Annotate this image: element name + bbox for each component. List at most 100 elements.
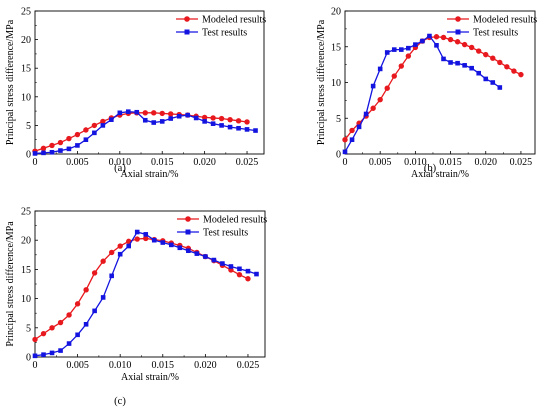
test-point: [176, 113, 182, 119]
test-point: [236, 125, 241, 131]
test-point: [497, 85, 503, 90]
modeled-point: [461, 41, 468, 48]
modeled-point: [74, 131, 81, 138]
test-point: [490, 80, 496, 85]
modeled-point: [227, 116, 233, 123]
test-point: [100, 295, 106, 300]
test-series-line: [34, 231, 257, 357]
test-point: [125, 109, 131, 114]
test-point: [427, 33, 432, 39]
y-tick-label: 5: [26, 323, 31, 334]
chart-panel-b: 0 0.005 0.010 0.015 0.020 0.025 0 5 10 15 20 Axial …: [316, 7, 537, 181]
test-point: [117, 110, 123, 116]
test-point: [83, 137, 89, 142]
modeled-point: [49, 325, 55, 331]
test-point: [483, 76, 489, 82]
test-point: [244, 127, 250, 132]
modeled-point: [168, 111, 174, 117]
x-tick-label: 0.025: [510, 157, 533, 168]
test-point: [370, 83, 376, 89]
test-point: [202, 119, 207, 124]
test-point: [349, 137, 355, 142]
test-point: [75, 143, 80, 148]
x-tick-label: 0.010: [404, 157, 427, 168]
modeled-point: [433, 34, 440, 40]
test-point: [151, 120, 157, 125]
x-tick-label: 0: [33, 157, 38, 168]
y-tick-label: 10: [21, 92, 31, 103]
test-point: [210, 121, 216, 126]
modeled-point: [405, 53, 412, 59]
y-tick-label: 0: [26, 353, 31, 364]
test-point: [32, 151, 38, 156]
test-point: [211, 257, 217, 263]
modeled-point: [384, 85, 390, 91]
modeled-point: [236, 271, 243, 278]
x-tick-label: 0.005: [66, 157, 89, 168]
modeled-point: [454, 39, 461, 45]
modeled-point: [40, 330, 47, 337]
test-point: [220, 261, 225, 266]
legend-label: Modeled results: [202, 15, 266, 26]
test-point: [177, 245, 183, 251]
modeled-point: [108, 249, 115, 256]
modeled-point: [143, 235, 149, 242]
legend-label: Test results: [202, 28, 247, 39]
test-point: [441, 56, 446, 62]
y-tick-label: 10: [331, 78, 341, 89]
modeled-point: [244, 119, 250, 125]
y-tick-label: 25: [21, 7, 31, 18]
test-point: [377, 66, 383, 72]
y-tick-label: 0: [336, 150, 341, 161]
test-point: [41, 150, 46, 156]
y-tick-label: 10: [21, 294, 31, 305]
x-tick-label: 0.010: [109, 360, 132, 371]
y-tick-label: 0: [26, 150, 31, 161]
x-tick-label: 0.015: [152, 360, 175, 371]
y-tick-label: 15: [21, 64, 31, 75]
modeled-point: [398, 63, 404, 69]
panel-label: (a): [114, 163, 126, 174]
test-point: [203, 254, 208, 259]
x-tick-label: 0.005: [369, 157, 392, 168]
test-point: [193, 115, 199, 121]
legend-marker-square: [184, 29, 190, 35]
x-tick-label: 0.025: [237, 360, 260, 371]
x-axis-label: Axial strain/%: [120, 169, 178, 180]
test-point: [342, 149, 348, 155]
modeled-point: [370, 105, 376, 111]
test-point: [83, 321, 89, 327]
y-tick-label: 5: [26, 121, 31, 132]
test-point: [117, 251, 123, 257]
modeled-point: [342, 137, 348, 143]
test-point: [254, 271, 259, 277]
modeled-point: [32, 336, 38, 343]
test-point: [434, 43, 439, 48]
test-point: [455, 60, 460, 66]
x-tick-label: 0.005: [66, 360, 89, 371]
modeled-point: [83, 127, 89, 133]
panel-label: (b): [424, 163, 437, 174]
modeled-point: [490, 55, 496, 61]
modeled-point: [49, 142, 55, 149]
x-tick-label: 0.025: [236, 157, 259, 168]
x-tick-label: 0: [33, 360, 38, 371]
test-point: [49, 149, 55, 155]
y-axis-label: Principal stress difference/MPa: [5, 19, 16, 145]
test-point: [356, 124, 362, 130]
test-point: [168, 116, 174, 121]
modeled-point: [483, 51, 489, 58]
test-point: [462, 63, 467, 68]
y-tick-label: 20: [21, 35, 31, 46]
test-point: [142, 117, 148, 123]
test-point: [237, 266, 242, 272]
modeled-point: [476, 48, 482, 54]
test-point: [185, 112, 190, 118]
y-tick-label: 20: [21, 236, 31, 247]
modeled-point: [57, 139, 64, 146]
x-axis-label: Axial strain/%: [121, 372, 179, 383]
test-point: [384, 50, 390, 55]
modeled-point: [377, 96, 383, 103]
modeled-point: [117, 243, 123, 249]
